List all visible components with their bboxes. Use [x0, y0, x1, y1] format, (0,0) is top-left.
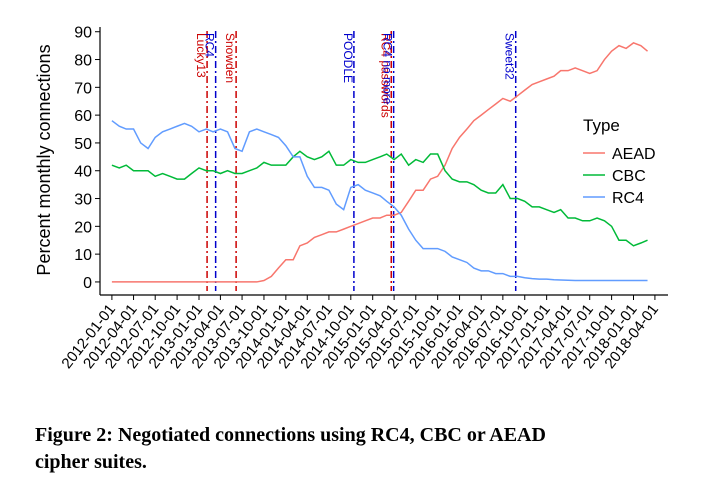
event-label: RC4	[203, 33, 217, 57]
legend-title: Type	[583, 116, 620, 135]
y-tick-label: 90	[74, 25, 92, 42]
chart: Percent monthly connections Type 0 10 20 30…	[34, 25, 668, 372]
y-tick-label: 70	[74, 80, 92, 97]
caption-line: Figure 2: Negotiated connections using R…	[35, 424, 546, 446]
series-line	[111, 41, 649, 283]
legend-label: RC4	[612, 190, 644, 207]
y-tick-label: 0	[83, 275, 92, 292]
y-tick-label: 10	[74, 247, 92, 264]
legend-label: AEAD	[612, 146, 656, 163]
event-label: Sweet32	[503, 33, 517, 80]
event-label: Snowden	[223, 33, 237, 83]
series-line	[111, 150, 648, 247]
caption-line: cipher suites.	[35, 451, 147, 473]
event-label: RC4 no more	[381, 33, 395, 105]
caption: Figure 2: Negotiated connections using R…	[35, 422, 705, 476]
y-tick-label: 50	[74, 136, 92, 153]
y-tick-label: 20	[74, 219, 92, 236]
y-axis-label: Percent monthly connections	[34, 44, 54, 275]
y-tick-label: 80	[74, 53, 92, 70]
event-label: POODLE	[341, 33, 355, 83]
event-label: RC4 passwords	[378, 33, 392, 118]
y-tick-label: 30	[74, 192, 92, 209]
legend-label: CBC	[612, 168, 646, 185]
series-line	[111, 120, 648, 282]
event-label: Lucky13	[194, 33, 208, 78]
y-tick-label: 40	[74, 164, 92, 181]
y-tick-label: 60	[74, 108, 92, 125]
